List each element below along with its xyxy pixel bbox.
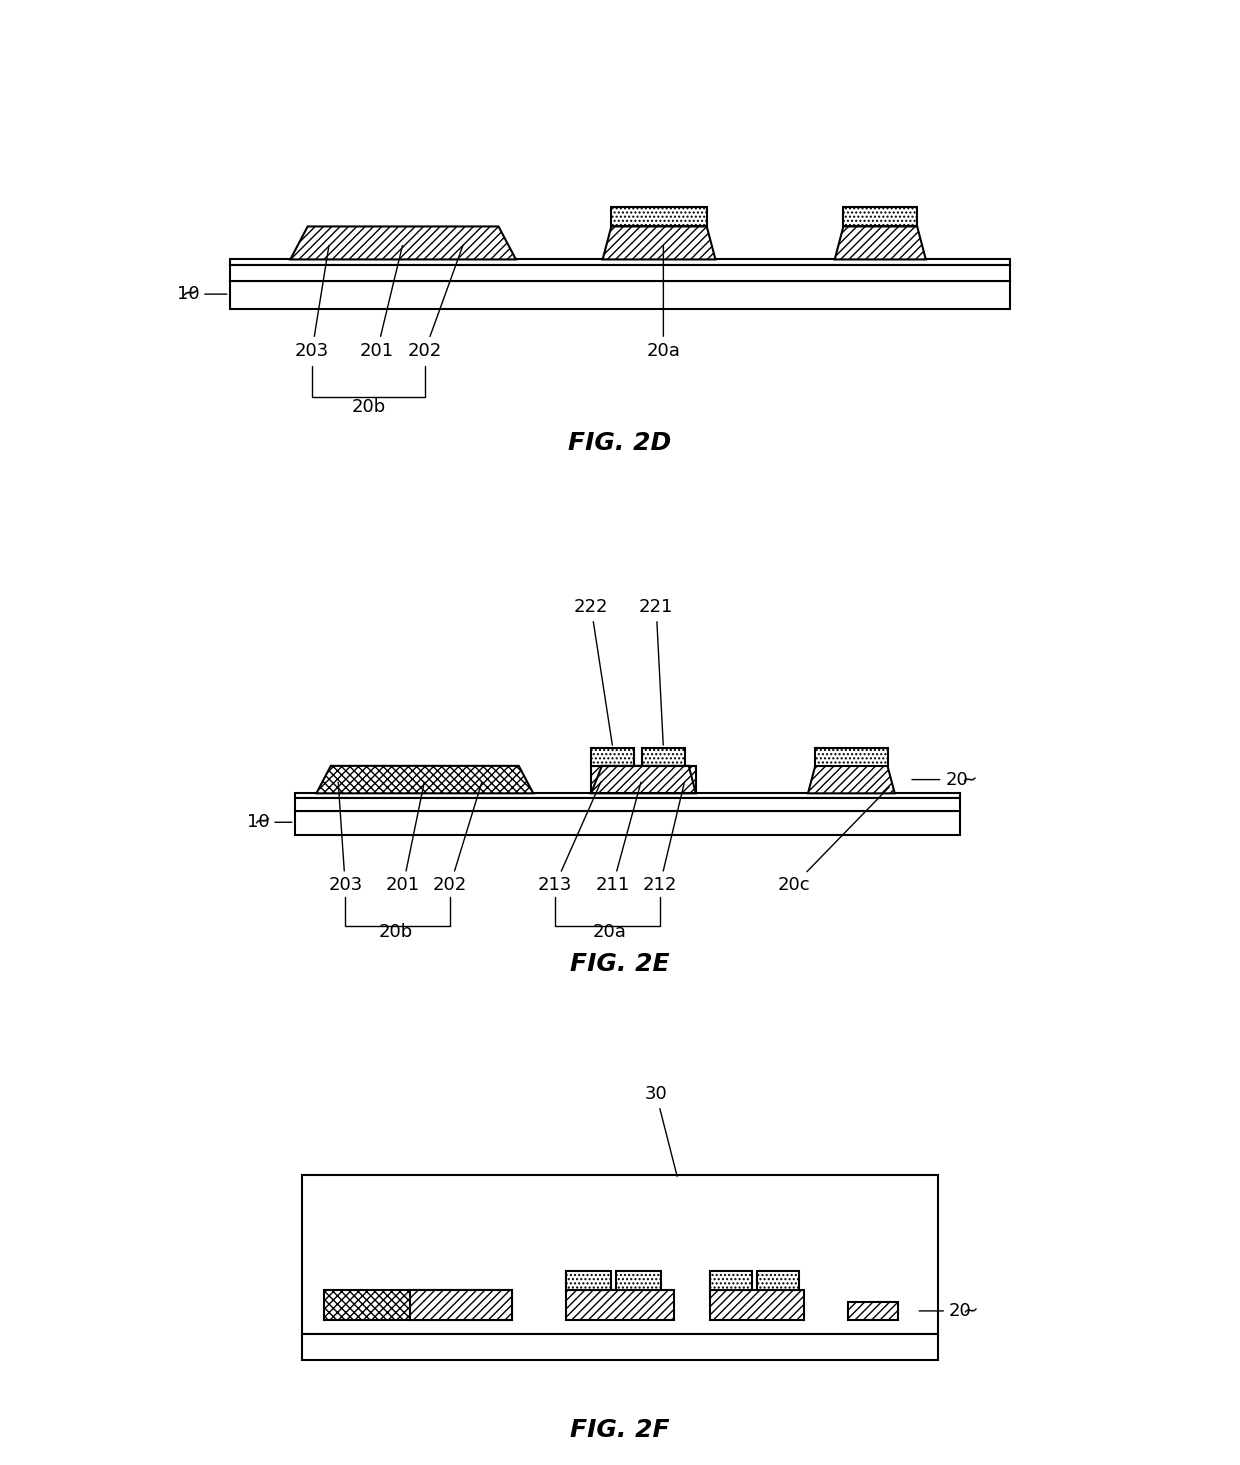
Bar <box>301 1175 939 1335</box>
Text: 201: 201 <box>360 246 403 360</box>
Text: 202: 202 <box>433 782 482 895</box>
Bar <box>565 1289 675 1320</box>
Bar <box>229 259 1011 265</box>
Text: 30: 30 <box>645 1086 677 1176</box>
Polygon shape <box>316 766 533 794</box>
Text: 10: 10 <box>176 286 227 303</box>
Bar <box>711 1289 805 1320</box>
Text: 20a: 20a <box>646 246 681 360</box>
Bar <box>301 1335 939 1360</box>
Bar <box>711 1270 751 1289</box>
Text: 203: 203 <box>295 246 329 360</box>
Text: 212: 212 <box>642 782 684 895</box>
Text: 20a: 20a <box>593 923 626 942</box>
Bar <box>611 208 707 227</box>
Text: 213: 213 <box>538 782 601 895</box>
Text: ~: ~ <box>179 280 202 305</box>
Bar <box>295 812 960 835</box>
Text: 20: 20 <box>911 771 968 788</box>
Bar <box>843 208 918 227</box>
Text: ~: ~ <box>961 1299 981 1321</box>
Text: FIG. 2D: FIG. 2D <box>568 431 672 454</box>
Text: 20c: 20c <box>777 787 889 895</box>
Bar <box>295 794 960 798</box>
Bar <box>324 1289 512 1320</box>
Text: 10: 10 <box>247 813 291 831</box>
Bar <box>815 747 888 766</box>
Polygon shape <box>603 227 715 259</box>
Text: 221: 221 <box>639 598 673 746</box>
Text: FIG. 2E: FIG. 2E <box>570 952 670 976</box>
Bar <box>229 281 1011 309</box>
Polygon shape <box>290 227 516 259</box>
Bar <box>616 1270 661 1289</box>
Polygon shape <box>808 766 895 794</box>
Text: 20: 20 <box>919 1302 972 1320</box>
Text: 203: 203 <box>329 782 362 895</box>
Bar <box>229 265 1011 281</box>
Text: 20b: 20b <box>351 398 386 416</box>
Text: 202: 202 <box>408 246 463 360</box>
Bar <box>758 1270 799 1289</box>
Text: 222: 222 <box>574 598 613 746</box>
Bar <box>295 798 960 812</box>
Bar <box>641 747 684 766</box>
Text: ~: ~ <box>960 769 980 791</box>
Text: ~: ~ <box>250 809 274 834</box>
Text: 201: 201 <box>386 782 424 895</box>
Bar <box>410 1289 512 1320</box>
Bar <box>565 1270 610 1289</box>
Text: 211: 211 <box>595 782 641 895</box>
Text: FIG. 2F: FIG. 2F <box>570 1418 670 1442</box>
Bar <box>848 1302 898 1320</box>
Bar <box>591 747 635 766</box>
Polygon shape <box>835 227 926 259</box>
Text: 20b: 20b <box>378 923 413 942</box>
Bar <box>591 766 696 794</box>
